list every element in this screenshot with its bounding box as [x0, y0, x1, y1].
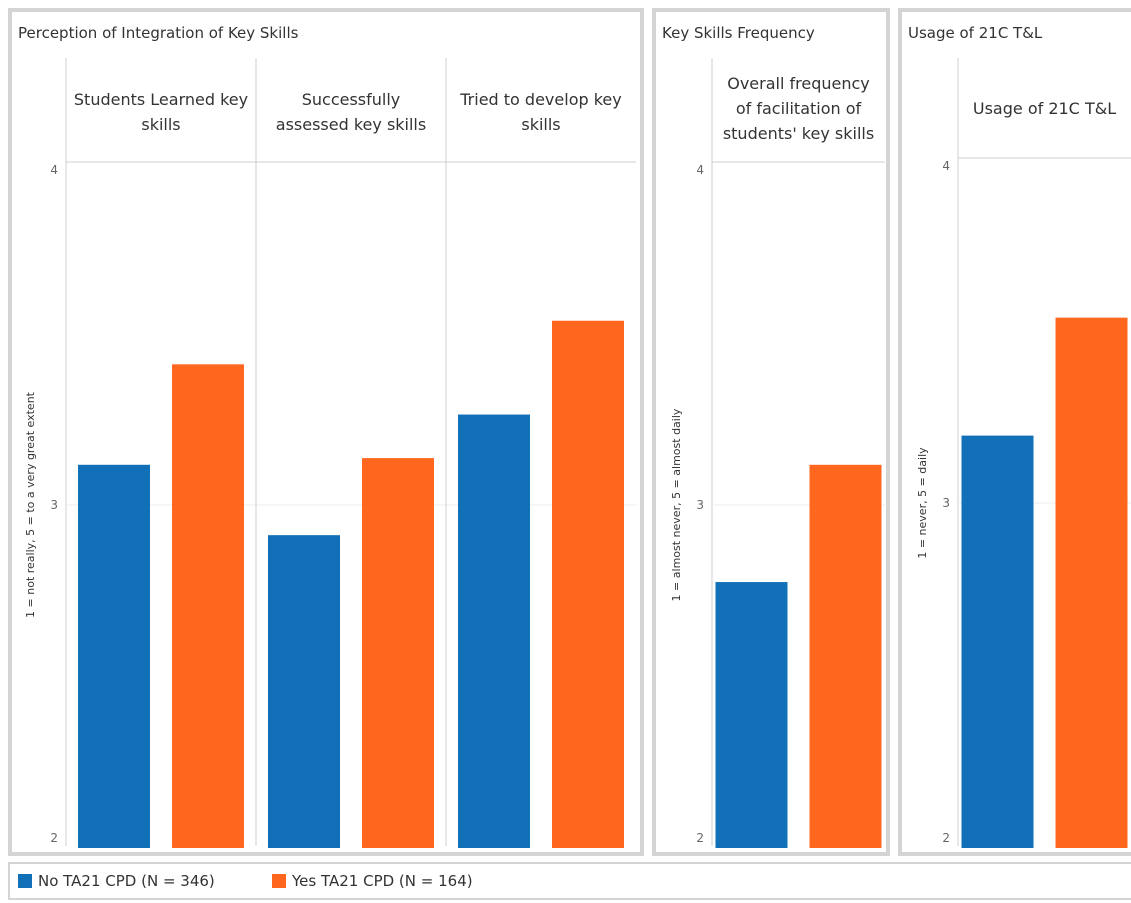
y-axis-label: 1 = never, 5 = daily [916, 447, 929, 559]
chart-title: Key Skills Frequency [662, 24, 815, 42]
bar-no-cpd [715, 582, 788, 848]
y-axis-label: 1 = almost never, 5 = almost daily [670, 408, 683, 601]
y-tick-label: 3 [942, 496, 950, 510]
legend: No TA21 CPD (N = 346) Yes TA21 CPD (N = … [8, 862, 1131, 900]
bar-no-cpd [961, 435, 1034, 848]
bar-yes-cpd [1055, 317, 1128, 848]
y-axis-label: 1 = not really, 5 = to a very great exte… [24, 391, 37, 618]
bar-no-cpd [458, 414, 530, 848]
legend-swatch-no [18, 874, 32, 888]
category-label: Overall frequency of facilitation of stude… [723, 74, 874, 143]
y-tick-label: 4 [50, 163, 58, 177]
legend-item-no[interactable]: No TA21 CPD (N = 346) [18, 872, 215, 890]
y-tick-label: 2 [696, 831, 704, 845]
legend-item-yes[interactable]: Yes TA21 CPD (N = 164) [272, 872, 473, 890]
bar-yes-cpd [552, 320, 624, 848]
category-label: Tried to develop key skills [459, 90, 621, 134]
legend-label: Yes TA21 CPD (N = 164) [292, 872, 473, 890]
bar-yes-cpd [172, 364, 244, 848]
bar-no-cpd [78, 464, 150, 848]
y-tick-label: 4 [696, 163, 704, 177]
legend-swatch-yes [272, 874, 286, 888]
y-tick-label: 2 [50, 831, 58, 845]
legend-label: No TA21 CPD (N = 346) [38, 872, 215, 890]
category-label: Usage of 21C T&L [973, 99, 1116, 118]
chart-title: Usage of 21C T&L [908, 24, 1043, 42]
category-label: Students Learned key skills [74, 90, 248, 134]
chart-title: Perception of Integration of Key Skills [18, 24, 299, 42]
y-tick-label: 3 [696, 498, 704, 512]
y-tick-label: 3 [50, 498, 58, 512]
category-label: Successfully assessed key skills [276, 90, 426, 134]
bar-no-cpd [268, 535, 340, 848]
bar-yes-cpd [362, 458, 434, 848]
y-tick-label: 4 [942, 159, 950, 173]
bar-yes-cpd [809, 464, 882, 848]
y-tick-label: 2 [942, 831, 950, 845]
